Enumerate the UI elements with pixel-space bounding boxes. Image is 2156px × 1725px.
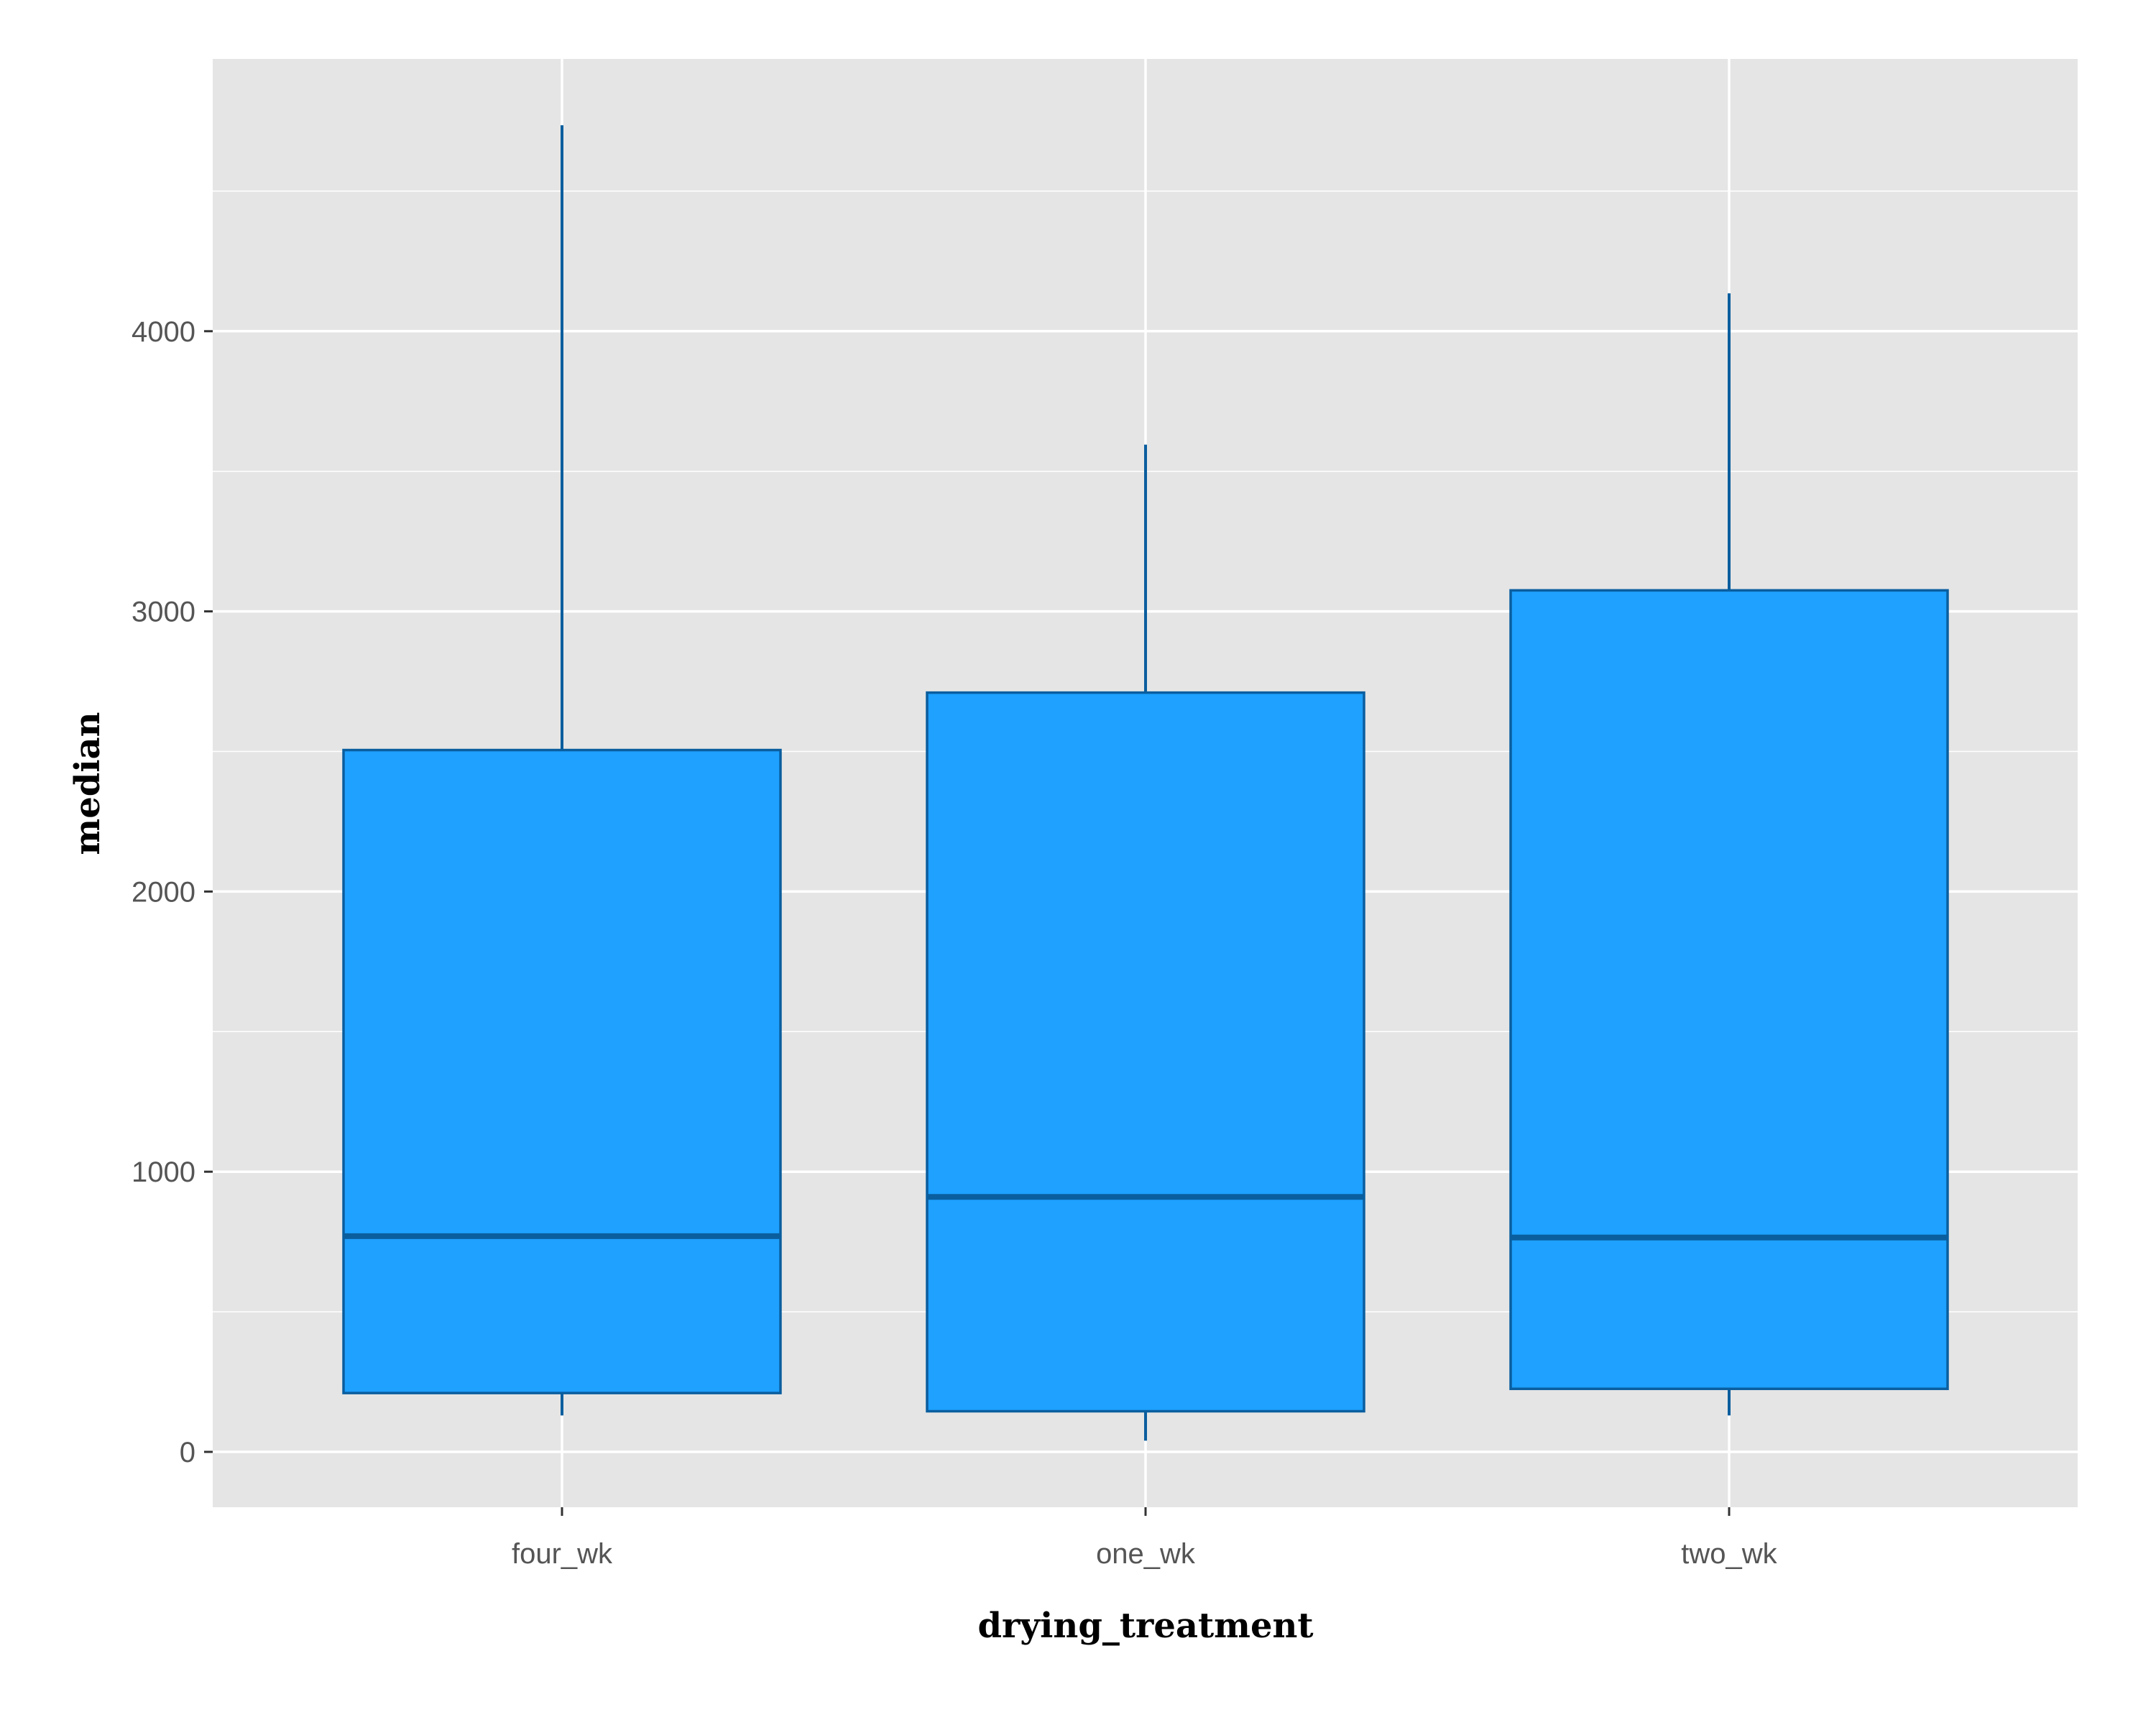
box-one_wk [926, 444, 1365, 1441]
y-axis-title: median [68, 712, 108, 855]
iqr-box [926, 691, 1365, 1413]
y-tick-label: 1000 [132, 1156, 195, 1188]
y-tick-label: 4000 [132, 316, 195, 348]
iqr-box [342, 748, 782, 1394]
x-tick-label: two_wk [1681, 1538, 1777, 1570]
box-two_wk [1509, 293, 1949, 1416]
box-four_wk [342, 125, 782, 1416]
x-axis-title: drying_treatment [977, 1606, 1313, 1646]
y-tick-label: 3000 [132, 597, 195, 628]
boxes-layer [342, 125, 1949, 1441]
x-tick-label: four_wk [512, 1538, 613, 1570]
x-tick-label: one_wk [1096, 1538, 1196, 1570]
y-axis: 0 1000 2000 3000 4000 [132, 316, 213, 1468]
y-tick-label: 0 [180, 1437, 195, 1468]
x-axis: four_wk one_wk two_wk [512, 1507, 1778, 1570]
iqr-box [1509, 589, 1949, 1391]
y-tick-label: 2000 [132, 876, 195, 908]
